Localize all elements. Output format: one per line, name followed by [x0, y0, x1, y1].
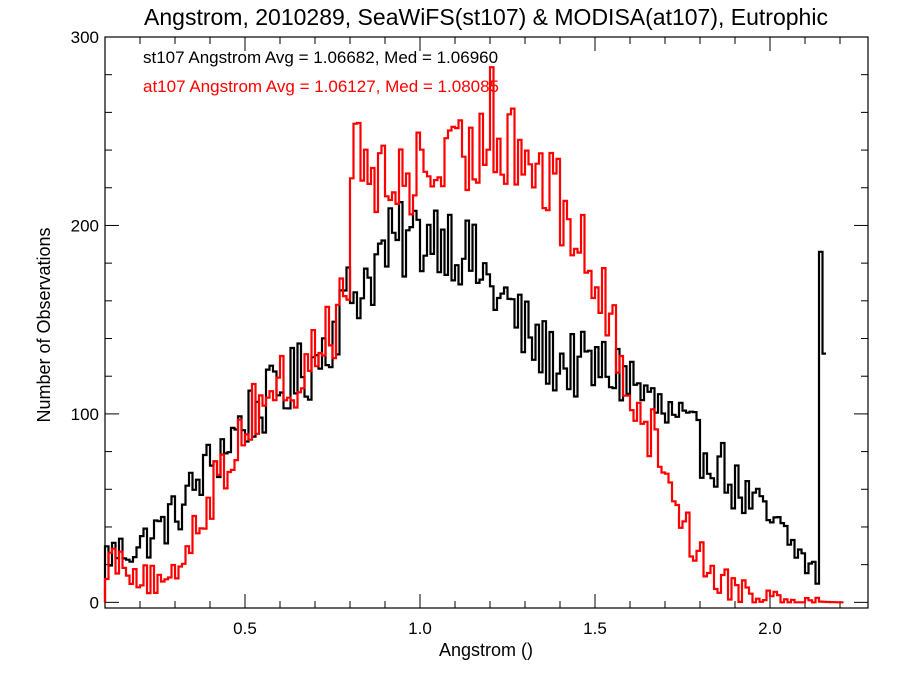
- chart-title: Angstrom, 2010289, SeaWiFS(st107) & MODI…: [144, 4, 828, 30]
- plot-frame: [104, 36, 869, 609]
- x-tick-label: 2.0: [758, 619, 782, 638]
- plot-border: [104, 36, 869, 609]
- x-axis-label: Angstrom (): [439, 640, 533, 660]
- x-tick-label: 0.5: [233, 619, 257, 638]
- x-tick-label: 1.0: [408, 619, 432, 638]
- series-line-at107: [103, 66, 844, 604]
- y-axis-label: Number of Observations: [34, 227, 54, 422]
- y-tick-label: 0: [90, 593, 99, 612]
- legend-entry-st107: st107 Angstrom Avg = 1.06682, Med = 1.06…: [143, 48, 498, 67]
- y-tick-label: 100: [71, 405, 99, 424]
- x-tick-label: 1.5: [583, 619, 607, 638]
- axis-ticks: 0.5 1.0 1.5 2.0 0 100 200 300: [71, 28, 868, 638]
- y-tick-label: 300: [71, 28, 99, 47]
- legend: st107 Angstrom Avg = 1.06682, Med = 1.06…: [143, 48, 499, 96]
- series-line-st107: [103, 201, 826, 603]
- y-tick-label: 200: [71, 216, 99, 235]
- histogram-series: [103, 66, 844, 604]
- legend-entry-at107: at107 Angstrom Avg = 1.06127, Med = 1.08…: [143, 77, 499, 96]
